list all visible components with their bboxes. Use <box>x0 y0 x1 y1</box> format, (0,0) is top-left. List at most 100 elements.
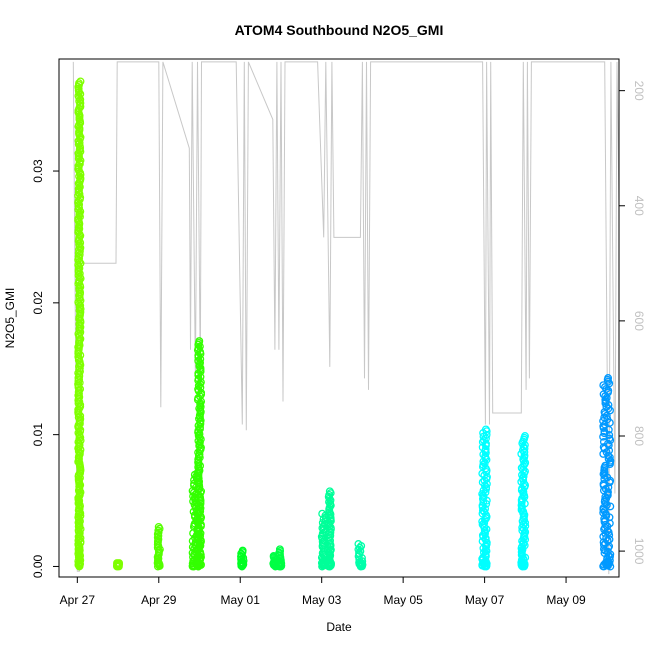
point-cluster <box>324 487 335 571</box>
data-point <box>601 395 610 404</box>
altitude-line <box>72 61 620 575</box>
point-cluster <box>517 432 530 571</box>
data-point <box>76 156 85 165</box>
data-point <box>355 549 363 557</box>
data-point <box>74 214 83 223</box>
point-cluster <box>193 337 206 571</box>
x-tick-label: May 05 <box>383 593 423 607</box>
data-point <box>517 561 526 570</box>
plot-frame <box>58 58 620 578</box>
data-point <box>602 402 611 411</box>
data-point <box>318 509 327 518</box>
data-point <box>481 425 490 434</box>
data-point <box>154 560 163 569</box>
point-cluster <box>599 374 615 571</box>
data-point <box>74 149 83 158</box>
data-point <box>196 358 205 367</box>
y-tick-label: 0.00 <box>31 554 45 578</box>
data-point <box>355 560 364 569</box>
data-point <box>354 540 363 548</box>
y-axis: 0.00 0.01 0.02 0.03 <box>31 159 59 578</box>
altitude-profile <box>72 61 620 575</box>
data-point <box>277 559 286 568</box>
x-tick-label: Apr 27 <box>60 593 96 607</box>
data-point <box>275 545 284 554</box>
data-point <box>356 547 365 556</box>
data-point <box>195 342 204 351</box>
data-point <box>356 559 365 568</box>
data-point <box>193 561 202 570</box>
x-tick-label: May 01 <box>221 593 261 607</box>
x-tick-label: May 03 <box>302 593 342 607</box>
right-y-axis: 200 400 600 800 1000 <box>619 81 646 565</box>
data-point <box>325 490 334 499</box>
data-point <box>196 347 205 356</box>
data-point <box>355 543 364 552</box>
x-tick-label: May 07 <box>465 593 505 607</box>
data-point <box>154 526 163 535</box>
data-point <box>481 562 489 571</box>
point-cluster <box>74 77 85 571</box>
data-point <box>325 487 334 496</box>
x-axis: Apr 27 Apr 29 May 01 May 03 May 05 May 07 May … <box>60 577 586 607</box>
data-point <box>76 99 85 108</box>
data-point <box>194 385 203 394</box>
data-point <box>195 337 204 346</box>
data-point <box>196 383 205 392</box>
data-point <box>599 562 608 571</box>
data-points <box>74 77 615 571</box>
data-point <box>599 422 608 431</box>
y2-tick-label: 600 <box>632 311 646 331</box>
x-tick-label: Apr 29 <box>141 593 177 607</box>
y-axis-label: N2O5_GMI <box>3 288 17 349</box>
data-point <box>604 455 613 463</box>
data-point <box>76 174 85 183</box>
data-point <box>113 561 122 570</box>
y-tick-label: 0.03 <box>31 159 45 183</box>
data-point <box>75 104 84 113</box>
data-point <box>155 562 164 570</box>
data-point <box>195 404 204 413</box>
data-point <box>238 558 247 567</box>
x-axis-label: Date <box>326 620 352 634</box>
y2-tick-label: 800 <box>632 426 646 446</box>
data-point <box>238 546 247 555</box>
point-cluster <box>275 545 286 571</box>
data-point <box>276 562 285 571</box>
data-point <box>358 560 367 569</box>
data-point <box>194 374 203 383</box>
data-point <box>194 344 203 353</box>
y-tick-label: 0.02 <box>31 291 45 315</box>
data-point <box>599 417 608 425</box>
point-cluster <box>478 425 491 571</box>
point-cluster <box>113 559 124 571</box>
data-point <box>194 356 203 365</box>
data-point <box>521 432 529 440</box>
data-point <box>519 465 528 474</box>
data-point <box>324 562 333 571</box>
y2-tick-label: 400 <box>632 196 646 216</box>
point-cluster <box>237 546 248 571</box>
data-point <box>115 560 123 569</box>
y2-tick-label: 1000 <box>632 538 646 565</box>
data-point <box>76 77 85 86</box>
chart-title: ATOM4 Southbound N2O5_GMI <box>235 22 444 38</box>
y2-tick-label: 200 <box>632 81 646 101</box>
data-point <box>320 520 329 529</box>
data-point <box>604 374 613 382</box>
data-point <box>75 562 84 571</box>
data-point <box>196 364 205 372</box>
data-point <box>196 532 205 541</box>
data-point <box>478 506 487 515</box>
data-point <box>76 90 85 99</box>
y-tick-label: 0.01 <box>31 423 45 447</box>
data-point <box>75 79 83 88</box>
point-cluster <box>153 522 164 571</box>
data-point <box>481 559 490 568</box>
x-tick-label: May 09 <box>546 593 586 607</box>
point-cluster <box>354 540 367 571</box>
data-point <box>599 508 608 517</box>
data-point <box>154 522 163 531</box>
data-point <box>605 531 614 540</box>
